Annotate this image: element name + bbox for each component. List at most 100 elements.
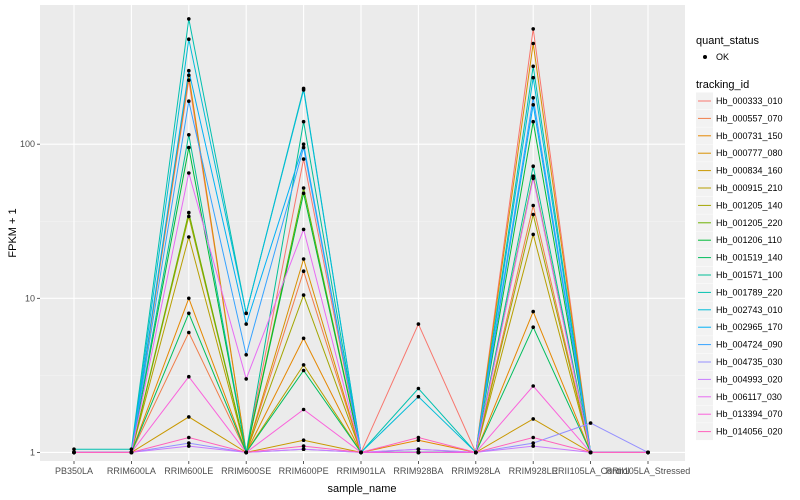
data-points [72, 17, 650, 455]
legend-status-point [703, 55, 707, 59]
data-point-Hb_001205_140-RRIM600PE [301, 293, 306, 297]
legend-status-label: OK [716, 52, 729, 62]
data-point-Hb_000557_070-RRIM600PE [301, 269, 306, 274]
data-point-Hb_014056_020-RRIM600LA [129, 450, 134, 455]
data-point-Hb_004735_030-RRIM928LE [531, 441, 535, 445]
data-point-Hb_004724_090-RRIM600SE [244, 353, 248, 357]
legend: quant_status OK tracking_id Hb_000333_01… [696, 35, 783, 441]
data-point-Hb_000557_070-RRIM600LE [187, 330, 191, 335]
data-point-Hb_000777_080-RRIM600PE [301, 257, 306, 261]
data-point-Hb_014056_020-RRIM928LE [531, 435, 535, 440]
x-tick-label-9: RRII105LA_Control [552, 466, 630, 476]
data-point-Hb_000731_150-RRIM600LE [187, 296, 191, 301]
data-point-Hb_013394_070-RRIM928BA [416, 450, 421, 455]
y-tick-label-2: 100 [20, 139, 35, 149]
legend-label-Hb_001571_100: Hb_001571_100 [716, 270, 783, 280]
data-point-Hb_000834_160-RRIM600PE [301, 438, 306, 443]
data-point-Hb_014056_020-RRIM928BA [416, 435, 421, 440]
legend-label-Hb_004735_030: Hb_004735_030 [716, 357, 783, 367]
data-point-Hb_014056_020-RRIM600SE [244, 450, 248, 455]
x-tick-label-8: RRIM928LE [509, 466, 558, 476]
x-axis: PB350LA RRIM600LA RRIM600LE RRIM600SE RRIM60… [55, 461, 690, 476]
data-point-Hb_002965_170-RRIM600PE [301, 142, 306, 146]
legend-tracking-title: tracking_id [696, 79, 749, 91]
data-point-Hb_002743_010-RRIM928BA [416, 394, 421, 399]
data-point-Hb_006117_030-RRIM600SE [244, 377, 248, 381]
data-point-Hb_001571_100-RRIM600PE [301, 119, 306, 124]
data-point-Hb_000333_010-RRIM600PE [301, 157, 306, 161]
data-point-Hb_014056_020-RRIM901LA [359, 450, 363, 455]
data-point-Hb_001789_220-RRIM600LA [129, 447, 134, 452]
x-tick-label-7: RRIM928LA [451, 466, 500, 476]
y-axis: 1 10 100 [20, 139, 40, 457]
legend-label-Hb_004724_090: Hb_004724_090 [716, 340, 783, 350]
x-tick-label-0: PB350LA [55, 466, 93, 476]
data-point-Hb_001205_140-RRIM928LE [531, 212, 535, 217]
data-point-Hb_013394_070-RRIM928LE [531, 384, 535, 388]
data-point-Hb_000333_010-RRIM928LE [531, 27, 535, 31]
legend-label-Hb_002743_010: Hb_002743_010 [716, 305, 783, 315]
data-point-Hb_001519_140-RRIM600LE [187, 311, 191, 316]
data-point-Hb_014056_020-RRIM600LE [187, 435, 191, 440]
data-point-Hb_002965_170-RRIM600LE [187, 68, 191, 73]
data-point-Hb_006117_030-RRIM600LE [187, 171, 191, 175]
data-point-Hb_004735_030-RRIM600LE [187, 441, 191, 445]
legend-label-Hb_001519_140: Hb_001519_140 [716, 253, 783, 263]
data-point-Hb_000333_010-RRIM600LE [187, 78, 191, 82]
data-point-Hb_001206_110-RRIM600PE [301, 191, 306, 196]
data-point-Hb_004993_020-RRIM928LE [531, 444, 535, 448]
legend-label-Hb_001789_220: Hb_001789_220 [716, 287, 783, 297]
data-point-Hb_004724_090-RRIM600PE [301, 145, 306, 150]
data-point-Hb_004993_020-RRIM928BA [416, 447, 421, 452]
data-point-Hb_013394_070-RRIM600LE [187, 374, 191, 379]
x-tick-label-2: RRIM600LE [164, 466, 213, 476]
data-point-Hb_001205_220-RRIM600LE [187, 210, 191, 215]
data-point-Hb_001206_110-RRIM600LE [187, 145, 191, 150]
data-point-Hb_001789_220-PB350LA [72, 447, 76, 452]
data-point-Hb_000731_150-RRIM600PE [301, 336, 306, 341]
data-point-Hb_004993_020-RRIM600LE [187, 444, 191, 448]
data-point-Hb_013394_070-RRIM600PE [301, 407, 306, 412]
legend-status-title: quant_status [696, 35, 759, 47]
x-tick-label-6: RRIM928BA [393, 466, 443, 476]
data-point-Hb_001571_100-RRIM928LE [531, 164, 535, 168]
data-point-Hb_001519_140-RRIM928LE [531, 325, 535, 330]
legend-label-Hb_004993_020: Hb_004993_020 [716, 374, 783, 384]
legend-label-Hb_001205_140: Hb_001205_140 [716, 200, 783, 210]
data-point-Hb_000731_150-RRIM928BA [416, 438, 421, 443]
data-point-Hb_000557_070-RRIM928LE [531, 203, 535, 208]
y-axis-title: FPKM + 1 [7, 208, 19, 257]
data-point-Hb_000777_080-RRIM928LE [531, 41, 535, 46]
legend-label-Hb_006117_030: Hb_006117_030 [716, 392, 782, 402]
data-point-Hb_006117_030-RRIM928LE [531, 176, 535, 181]
data-point-Hb_002743_010-RRIM600LE [187, 37, 191, 41]
data-point-Hb_001519_140-RRIM600PE [301, 368, 306, 373]
data-point-Hb_000834_160-RRIM600LE [187, 415, 191, 419]
data-point-Hb_004993_020-RRIM600PE [301, 447, 306, 452]
data-point-Hb_001789_220-RRIM928BA [416, 386, 421, 391]
legend-label-Hb_001206_110: Hb_001206_110 [716, 235, 782, 245]
data-point-Hb_014056_020-RRIM928LA [474, 450, 478, 455]
legend-items: Hb_000333_010 Hb_000557_070 Hb_000731_150 H… [696, 92, 783, 441]
x-tick-label-3: RRIM600SE [221, 466, 271, 476]
plot-panel [40, 5, 685, 461]
legend-label-Hb_000777_080: Hb_000777_080 [716, 148, 783, 158]
data-point-Hb_001206_110-RRIM928LE [531, 119, 535, 124]
data-point-Hb_004735_030-RRII105LA_Control [588, 421, 593, 425]
data-point-Hb_014056_020-PB350LA [72, 450, 76, 455]
data-point-Hb_000915_210-RRIM600LE [187, 235, 191, 239]
legend-label-Hb_000557_070: Hb_000557_070 [716, 113, 783, 123]
x-tick-label-5: RRIM901LA [336, 466, 385, 476]
data-point-Hb_002743_010-RRIM600PE [301, 88, 306, 92]
legend-label-Hb_000915_210: Hb_000915_210 [716, 183, 783, 193]
data-point-Hb_001571_100-RRIM600LE [187, 133, 191, 137]
legend-label-Hb_000834_160: Hb_000834_160 [716, 166, 783, 176]
legend-label-Hb_001205_220: Hb_001205_220 [716, 218, 783, 228]
y-tick-label-0: 1 [30, 447, 35, 457]
x-tick-label-4: RRIM600PE [279, 466, 329, 476]
data-point-Hb_000915_210-RRIM600PE [301, 363, 306, 367]
data-point-Hb_001789_220-RRIM928LE [531, 64, 535, 69]
legend-label-Hb_013394_070: Hb_013394_070 [716, 409, 783, 419]
data-point-Hb_002965_170-RRIM600SE [244, 322, 248, 326]
